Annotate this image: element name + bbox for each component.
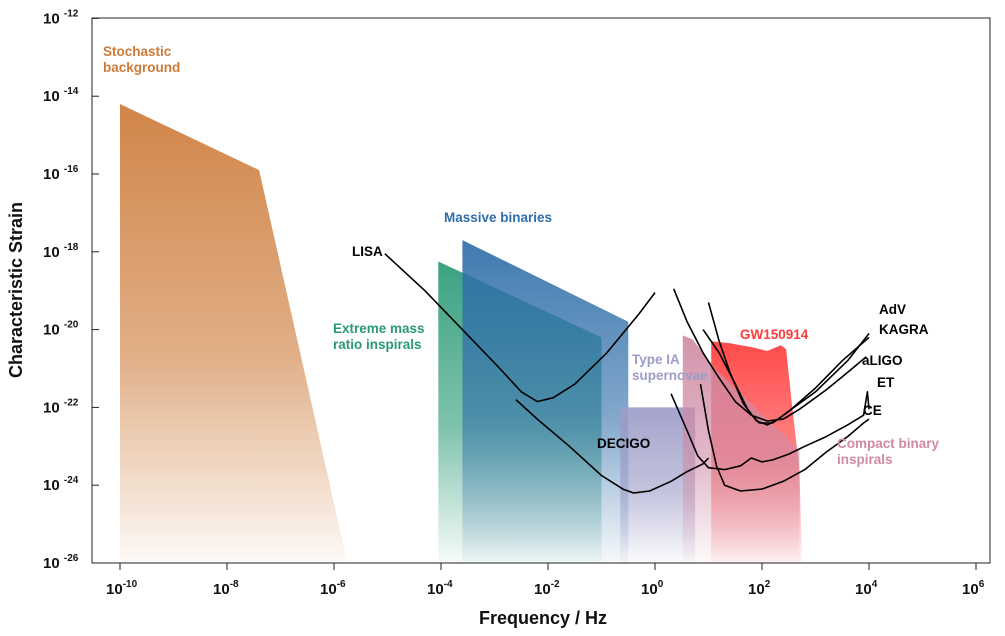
label-ce: CE: [863, 403, 882, 418]
curve-decigo: [515, 399, 710, 494]
y-tick-label: 10 -16: [43, 164, 79, 183]
y-tick-label: 10 -18: [43, 242, 79, 261]
curve-lisa: [384, 253, 656, 403]
label-gw150914: GW150914: [740, 327, 809, 342]
label-compact-binary-inspirals: Compact binary inspirals: [837, 436, 943, 467]
y-tick-label: 10 -26: [43, 553, 79, 572]
x-tick-label: 10-10: [106, 579, 138, 598]
label-massive-binaries: Massive binaries: [444, 210, 552, 225]
x-tick-label: 100: [641, 579, 664, 598]
x-tick-label: 102: [748, 579, 771, 598]
y-tick-label: 10 -20: [43, 320, 79, 339]
region-stochastic-background: [120, 104, 348, 563]
x-tick-label: 10-8: [213, 579, 239, 598]
y-tick-label: 10 -22: [43, 397, 79, 416]
y-tick-label: 10 -12: [43, 8, 79, 27]
curve-adv: [707, 302, 870, 426]
y-axis-label: Characteristic Strain: [6, 202, 26, 378]
source-regions: [120, 104, 803, 563]
label-et: ET: [877, 375, 895, 390]
curve-et: [670, 390, 870, 471]
x-tick-label: 10-4: [427, 579, 453, 598]
curve-ce: [699, 383, 870, 492]
x-axis-ticks: 10-10 10-8 10-6 10-4 10-2 100 102 104 106: [106, 563, 985, 598]
x-tick-label: 10-6: [320, 579, 346, 598]
y-tick-label: 10 -24: [43, 475, 79, 494]
y-axis-ticks: 10 -12 10 -14 10 -16 10 -18 10 -20 10 -22 10 -…: [43, 8, 99, 572]
region-massive-binaries: [462, 240, 629, 563]
label-decigo: DECIGO: [597, 436, 650, 451]
plot-frame: [91, 17, 991, 564]
label-aligo: aLIGO: [862, 353, 903, 368]
region-compact-binary-inspirals: [682, 335, 800, 563]
x-tick-label: 10-2: [534, 579, 560, 598]
label-lisa: LISA: [352, 244, 383, 259]
region-type-ia-supernovae: [620, 407, 696, 563]
label-adv: AdV: [879, 302, 906, 317]
detector-curves: [384, 253, 870, 494]
curve-kagra: [702, 329, 870, 424]
label-kagra: KAGRA: [879, 322, 929, 337]
x-tick-label: 104: [855, 579, 878, 598]
curve-aligo: [672, 288, 867, 422]
label-type-ia-supernovae: Type IA supernovae: [632, 352, 708, 383]
label-extreme-mass-ratio-inspirals: Extreme mass ratio inspirals: [333, 321, 428, 352]
x-axis-label: Frequency / Hz: [479, 608, 607, 628]
label-stochastic-background: Stochastic background: [103, 44, 180, 75]
y-tick-label: 10 -14: [43, 86, 79, 105]
x-tick-label: 106: [962, 579, 985, 598]
